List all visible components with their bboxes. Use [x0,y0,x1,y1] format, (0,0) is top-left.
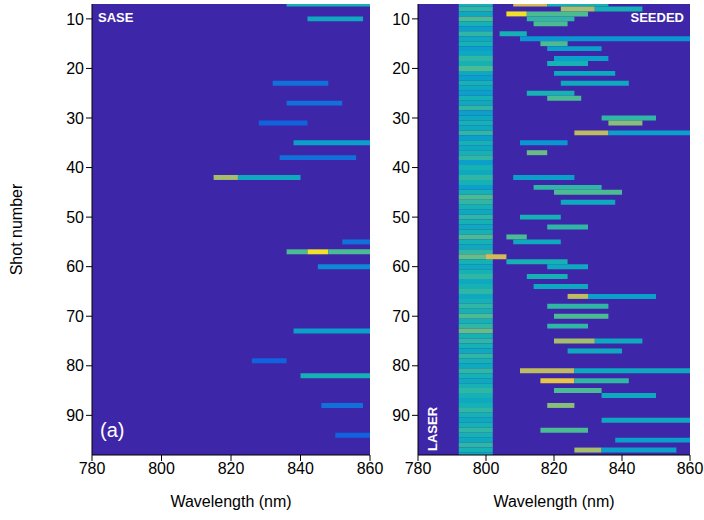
svg-text:800: 800 [473,460,500,477]
svg-text:40: 40 [66,159,84,176]
svg-text:Wavelength (nm): Wavelength (nm) [493,493,614,510]
svg-text:780: 780 [405,460,432,477]
svg-text:90: 90 [392,407,410,424]
svg-text:20: 20 [392,60,410,77]
html-text:LASER: LASER [424,407,440,451]
svg-text:840: 840 [609,460,636,477]
svg-text:840: 840 [287,460,314,477]
svg-text:10: 10 [66,11,84,28]
svg-text:800: 800 [148,460,175,477]
svg-text:70: 70 [66,308,84,325]
svg-text:Wavelength (nm): Wavelength (nm) [170,493,291,510]
svg-text:60: 60 [392,258,410,275]
svg-text:40: 40 [392,159,410,176]
svg-text:80: 80 [392,357,410,374]
svg-text:820: 820 [218,460,245,477]
html-text:(a): (a) [100,419,125,441]
svg-text:60: 60 [66,258,84,275]
svg-text:20: 20 [66,60,84,77]
svg-text:10: 10 [392,11,410,28]
svg-text:860: 860 [357,460,384,477]
svg-text:80: 80 [66,357,84,374]
html-text:SASE: SASE [98,10,134,25]
svg-text:30: 30 [392,110,410,127]
svg-text:Shot number: Shot number [8,183,25,275]
html-text:SEEDED: SEEDED [630,10,684,25]
svg-text:860: 860 [677,460,704,477]
svg-text:50: 50 [392,209,410,226]
svg-text:50: 50 [66,209,84,226]
svg-text:780: 780 [79,460,106,477]
svg-text:820: 820 [541,460,568,477]
svg-text:30: 30 [66,110,84,127]
svg-text:70: 70 [392,308,410,325]
svg-text:90: 90 [66,407,84,424]
